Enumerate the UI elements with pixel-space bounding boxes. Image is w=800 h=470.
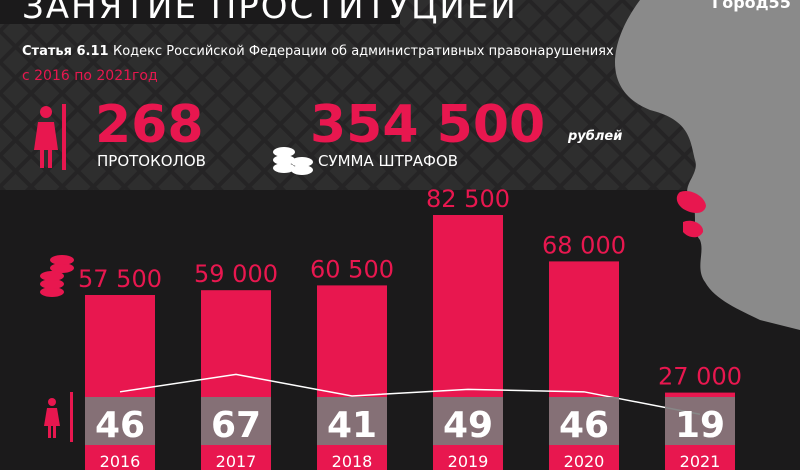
line-value-label: 19	[675, 405, 725, 446]
title: ЗАНЯТИЕ ПРОСТИТУЦИЕЙ	[22, 0, 518, 27]
x-tick-label: 2017	[216, 452, 257, 470]
lips	[676, 190, 706, 213]
line	[119, 373, 701, 415]
coins-icon	[40, 255, 74, 297]
woman-icon	[34, 104, 66, 170]
bar-value-label: 60 500	[310, 255, 394, 283]
line-value-label: 46	[559, 405, 609, 446]
chart: 57 500 59 000 60 500 82 500 68 000 27 000 46 67…	[78, 185, 742, 470]
x-tick-label: 2016	[100, 452, 141, 470]
bar-value-label: 57 500	[78, 265, 162, 293]
bar-value-label: 59 000	[194, 260, 278, 288]
x-tick-label: 2019	[448, 452, 489, 470]
bar-value-label: 68 000	[542, 231, 626, 259]
line-value-label: 41	[327, 405, 377, 446]
stat-value: 268	[95, 95, 204, 155]
stat-label: ПРОТОКОЛОВ	[97, 152, 206, 170]
value-box	[201, 397, 271, 445]
article: Статья 6.11	[22, 44, 109, 59]
stat-unit: рублей	[567, 129, 622, 144]
woman-icon	[44, 392, 73, 442]
value-box	[665, 397, 735, 445]
x-tick-label: 2018	[332, 452, 373, 470]
coins-icon	[273, 147, 313, 175]
stat-label: СУММА ШТРАФОВ	[318, 152, 458, 170]
x-tick-label: 2020	[564, 452, 605, 470]
code: Кодекс Российской Федерации об администр…	[113, 44, 614, 59]
title-band	[0, 0, 400, 24]
line-value-label: 46	[95, 405, 145, 446]
bar-value-label: 27 000	[658, 363, 742, 391]
lips	[683, 220, 704, 238]
silhouette	[615, 0, 800, 330]
value-box	[549, 397, 619, 445]
line-value-label: 67	[211, 405, 261, 446]
brand: Город55	[712, 0, 791, 12]
x-tick-label: 2021	[680, 452, 721, 470]
period: с 2016 по 2021год	[22, 68, 158, 84]
value-box	[433, 397, 503, 445]
value-box	[317, 397, 387, 445]
bar-value-label: 82 500	[426, 185, 510, 213]
stat-value: 354 500	[310, 95, 545, 155]
line-value-label: 49	[443, 405, 493, 446]
value-box	[85, 397, 155, 445]
